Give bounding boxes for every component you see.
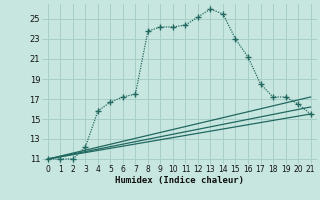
X-axis label: Humidex (Indice chaleur): Humidex (Indice chaleur)	[115, 176, 244, 185]
